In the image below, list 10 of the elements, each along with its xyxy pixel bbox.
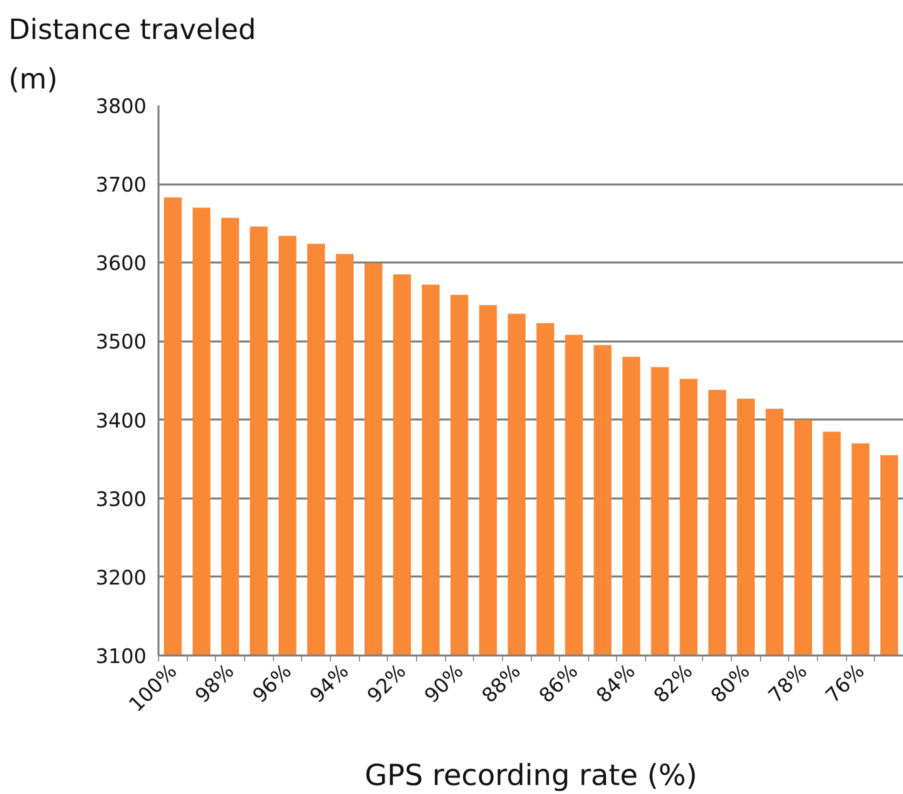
y-axis-title: Distance traveled (m) <box>8 13 256 96</box>
y-tick-label: 3500 <box>96 330 147 354</box>
y-tick-label: 3400 <box>96 408 147 432</box>
y-tick-label: 3700 <box>96 172 147 197</box>
x-axis-title: GPS recording rate (%) <box>364 758 698 792</box>
y-tick-label: 3100 <box>96 644 147 668</box>
y-tick-label: 3600 <box>96 251 147 276</box>
y-tick-label: 3200 <box>96 565 147 590</box>
y-tick-label: 3300 <box>96 486 147 511</box>
y-tick-label: 3800 <box>96 94 147 118</box>
